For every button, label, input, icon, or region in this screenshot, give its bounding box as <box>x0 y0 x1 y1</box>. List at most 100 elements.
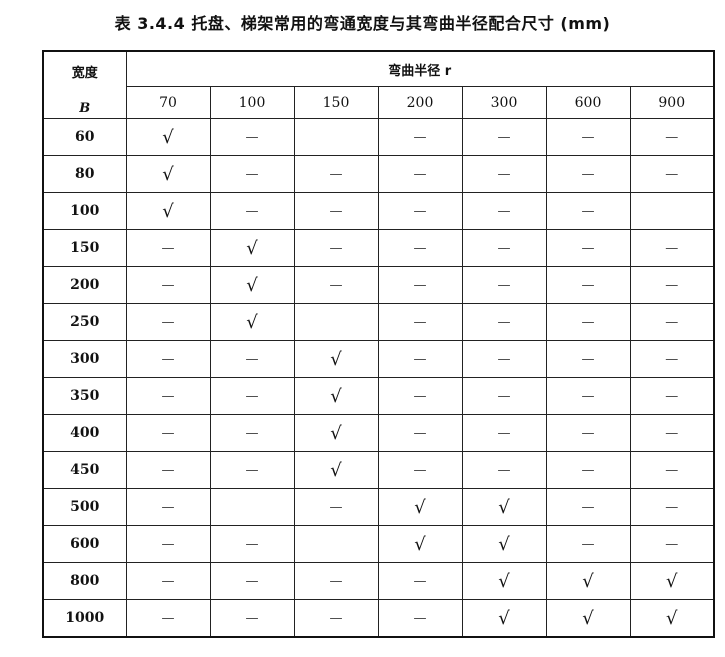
dash-cell: — <box>209 192 295 230</box>
radius-header-cell: 300 <box>461 86 547 119</box>
table-row: 200— √ — — — — — <box>42 266 715 304</box>
width-value: 800 <box>42 562 127 600</box>
table-row: 500— — √ √ — — <box>42 488 715 526</box>
radius-header-cell: 200 <box>377 86 463 119</box>
check-mark-cell: √ <box>209 229 295 267</box>
check-mark-cell: √ <box>461 525 547 563</box>
dash-cell: — <box>461 266 547 304</box>
dash-cell: — <box>629 377 715 415</box>
check-mark-cell: √ <box>377 525 463 563</box>
dash-cell: — <box>209 599 295 638</box>
width-value: 80 <box>42 155 127 193</box>
dash-cell: — <box>629 414 715 452</box>
dash-cell: — <box>125 303 211 341</box>
dash-cell: — <box>125 229 211 267</box>
dash-cell: — <box>545 118 631 156</box>
check-mark-cell: √ <box>125 192 211 230</box>
header-row: 宽度 B 弯曲半径 r <box>42 50 715 119</box>
dash-cell: — <box>377 229 463 267</box>
dash-cell: — <box>461 414 547 452</box>
dash-cell: — <box>461 118 547 156</box>
dash-cell: — <box>545 525 631 563</box>
dash-cell: — <box>209 118 295 156</box>
dash-cell: — <box>209 562 295 600</box>
empty-cell <box>209 488 295 526</box>
dash-cell: — <box>545 266 631 304</box>
width-value: 400 <box>42 414 127 452</box>
dash-cell: — <box>125 488 211 526</box>
width-label: 宽度 <box>71 66 98 81</box>
dash-cell: — <box>125 599 211 638</box>
dash-cell: — <box>377 377 463 415</box>
check-mark-cell: √ <box>629 599 715 638</box>
dash-cell: — <box>125 562 211 600</box>
radius-header-cell: 150 <box>293 86 379 119</box>
dash-cell: — <box>545 229 631 267</box>
dash-cell: — <box>209 155 295 193</box>
dash-cell: — <box>377 118 463 156</box>
radius-header-cell: 900 <box>629 86 715 119</box>
dash-cell: — <box>209 377 295 415</box>
check-mark-cell: √ <box>293 340 379 378</box>
width-value: 250 <box>42 303 127 341</box>
table-row: 800— — — — √ √ √ <box>42 562 715 600</box>
dash-cell: — <box>377 414 463 452</box>
check-mark-cell: √ <box>629 562 715 600</box>
check-mark-cell: √ <box>461 488 547 526</box>
dash-cell: — <box>293 192 379 230</box>
empty-cell <box>629 192 715 230</box>
dash-cell: — <box>461 192 547 230</box>
check-mark-cell: √ <box>293 377 379 415</box>
dash-cell: — <box>377 599 463 638</box>
dash-cell: — <box>377 303 463 341</box>
check-mark-cell: √ <box>461 599 547 638</box>
width-value: 600 <box>42 525 127 563</box>
width-symbol: B <box>79 101 91 116</box>
dash-cell: — <box>209 414 295 452</box>
table-row: 150— √ — — — — — <box>42 229 715 267</box>
width-value: 100 <box>42 192 127 230</box>
table-row: 1000— — — — √ √ √ <box>42 599 715 638</box>
width-header: 宽度 B <box>42 50 127 119</box>
empty-cell <box>293 118 379 156</box>
check-mark-cell: √ <box>125 118 211 156</box>
dash-cell: — <box>293 562 379 600</box>
dash-cell: — <box>461 155 547 193</box>
dash-cell: — <box>629 266 715 304</box>
radius-header: 弯曲半径 r <box>125 50 715 87</box>
dash-cell: — <box>293 266 379 304</box>
dash-cell: — <box>125 414 211 452</box>
table-row: 100 √ — — — — — <box>42 192 715 230</box>
dash-cell: — <box>629 451 715 489</box>
dash-cell: — <box>545 340 631 378</box>
dash-cell: — <box>377 266 463 304</box>
check-mark-cell: √ <box>293 451 379 489</box>
empty-cell <box>293 303 379 341</box>
dash-cell: — <box>545 451 631 489</box>
dash-cell: — <box>209 451 295 489</box>
dash-cell: — <box>293 599 379 638</box>
dash-cell: — <box>125 340 211 378</box>
radius-header-cell: 600 <box>545 86 631 119</box>
width-value: 450 <box>42 451 127 489</box>
check-mark-cell: √ <box>545 562 631 600</box>
dash-cell: — <box>629 303 715 341</box>
dash-cell: — <box>461 377 547 415</box>
width-value: 350 <box>42 377 127 415</box>
dash-cell: — <box>545 414 631 452</box>
check-mark-cell: √ <box>377 488 463 526</box>
width-value: 60 <box>42 118 127 156</box>
dash-cell: — <box>377 451 463 489</box>
table-row: 600— — √ √ — — <box>42 525 715 563</box>
dash-cell: — <box>209 525 295 563</box>
dash-cell: — <box>125 266 211 304</box>
dash-cell: — <box>125 377 211 415</box>
dash-cell: — <box>209 340 295 378</box>
table-row: 450— — √ — — — — <box>42 451 715 489</box>
table-row: 400— — √ — — — — <box>42 414 715 452</box>
bend-radius-table: 宽度 B 弯曲半径 r 70 100 150 200 300 600 900 60 √ — — — —… <box>42 50 715 638</box>
check-mark-cell: √ <box>209 266 295 304</box>
table-row: 60 √ — — — — — <box>42 118 715 156</box>
dash-cell: — <box>377 340 463 378</box>
dash-cell: — <box>629 340 715 378</box>
